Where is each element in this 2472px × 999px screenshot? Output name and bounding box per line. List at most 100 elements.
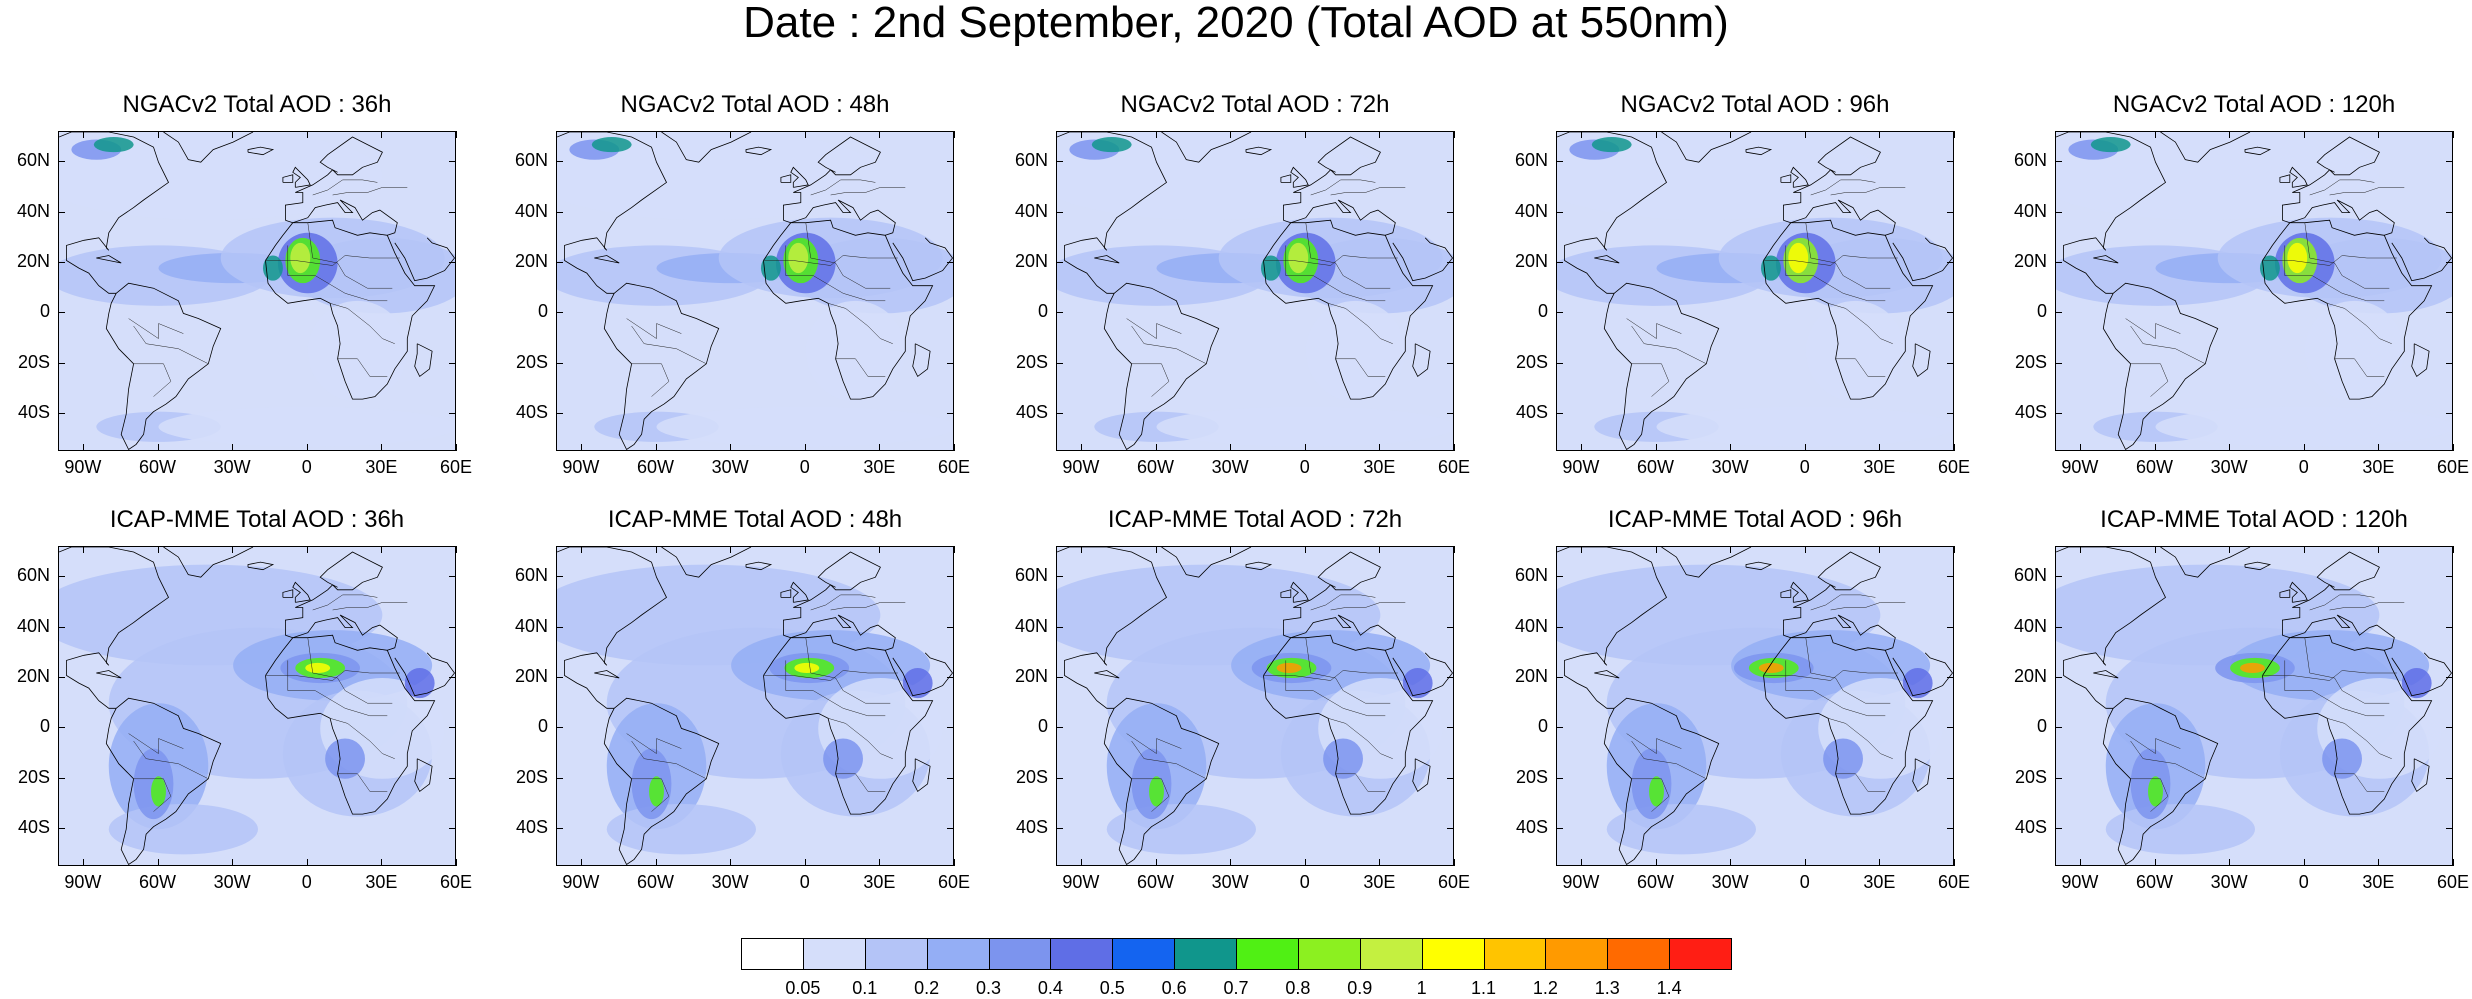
tick-mark	[449, 576, 456, 578]
tick-mark	[947, 161, 954, 163]
tick-mark	[1947, 777, 1954, 779]
coastline	[1412, 343, 1431, 378]
aod-patch	[1823, 738, 1863, 779]
longitude-label: 90W	[64, 872, 102, 892]
tick-mark	[1556, 161, 1563, 163]
longitude-label: 0	[1799, 872, 1810, 892]
tick-mark	[1804, 546, 1806, 553]
tick-mark	[1556, 727, 1563, 729]
tick-mark	[157, 444, 159, 451]
tick-mark	[1947, 677, 1954, 679]
latitude-label: 40S	[1015, 402, 1048, 423]
aod-patch	[1656, 406, 1953, 447]
border-line	[2125, 318, 2181, 340]
colorbar: 0.05 0.1 0.2 0.3 0.4 0.5 0.6 0.7 0.8 0.9 1 1.1 1.2 1.…	[741, 938, 1732, 998]
coastline	[1280, 589, 1292, 598]
tick-mark	[449, 262, 456, 264]
tick-mark	[2446, 576, 2453, 578]
border-line	[2262, 255, 2397, 266]
longitude-label: 90W	[64, 457, 102, 477]
latitude-label: 20S	[1015, 766, 1048, 787]
tick-mark	[1447, 626, 1454, 628]
tick-mark	[947, 576, 954, 578]
latitude-label: 40N	[16, 200, 50, 221]
coastline	[763, 634, 934, 815]
tick-mark	[2303, 859, 2305, 866]
tick-mark	[232, 131, 234, 138]
tick-mark	[954, 444, 955, 451]
coastline	[2411, 758, 2430, 793]
tick-mark	[1580, 131, 1582, 138]
longitude-label: 30W	[213, 872, 251, 892]
border-line	[2304, 222, 2390, 289]
colorbar-swatch	[1112, 938, 1176, 970]
border-line	[2130, 325, 2206, 365]
coastline	[1594, 670, 1620, 679]
aod-patch	[59, 132, 383, 221]
coastline	[1745, 146, 1773, 156]
latitude-label: 40N	[514, 615, 548, 636]
tick-mark	[449, 626, 456, 628]
longitude-label: 60E	[439, 872, 473, 892]
coastline	[1892, 652, 1953, 697]
coastline	[780, 589, 792, 598]
longitude-label: 0	[1799, 457, 1810, 477]
tick-mark	[1655, 444, 1657, 451]
coastline	[782, 551, 881, 636]
latitude-label: 20N	[16, 666, 50, 687]
latitude-label: 60N	[1014, 150, 1048, 171]
colorbar-swatch	[1669, 938, 1732, 970]
longitude-label: 90W	[1062, 872, 1100, 892]
tick-mark	[2055, 727, 2062, 729]
latitude-label: 20S	[1515, 351, 1548, 372]
border-line	[810, 594, 876, 611]
tick-mark	[232, 546, 234, 553]
tick-mark	[655, 546, 657, 553]
border-line	[835, 358, 886, 377]
tick-mark	[954, 131, 955, 138]
map-panel: NGACv2 Total AOD : 72h 60N 40N 20N 0 20S 40S 90…	[1015, 91, 1470, 477]
border-line	[1763, 670, 1898, 681]
tick-mark	[1056, 211, 1063, 213]
tick-mark	[2453, 444, 2454, 451]
tick-mark	[232, 859, 234, 866]
border-line	[1626, 733, 1682, 755]
tick-mark	[58, 677, 65, 679]
tick-mark	[58, 161, 65, 163]
tick-mark	[2055, 576, 2062, 578]
longitude-label: 60E	[1437, 457, 1471, 477]
border-line	[805, 222, 891, 289]
tick-mark	[82, 546, 84, 553]
tick-mark	[449, 211, 456, 213]
tick-mark	[2079, 546, 2081, 553]
longitude-label: 60E	[2436, 872, 2470, 892]
border-line	[312, 179, 378, 196]
tick-mark	[306, 859, 308, 866]
tick-mark	[1454, 546, 1455, 553]
tick-mark	[2378, 131, 2380, 138]
tick-mark	[2446, 362, 2453, 364]
coastline	[2160, 547, 2251, 578]
tick-mark	[1304, 859, 1306, 866]
coastline	[2160, 132, 2251, 163]
tick-mark	[1379, 131, 1381, 138]
tick-mark	[306, 546, 308, 553]
tick-mark	[556, 828, 563, 830]
longitude-label: 60W	[1636, 457, 1674, 477]
longitude-label: 90W	[2061, 457, 2099, 477]
tick-mark	[1954, 444, 1955, 451]
tick-mark	[879, 131, 881, 138]
tick-mark	[879, 546, 881, 553]
border-line	[631, 363, 670, 397]
tick-mark	[1556, 262, 1563, 264]
border-line	[1335, 773, 1386, 792]
tick-mark	[2055, 161, 2062, 163]
aod-patch	[262, 255, 283, 281]
coastline	[2102, 282, 2219, 450]
aod-patch	[606, 804, 756, 855]
border-line	[2309, 594, 2375, 611]
border-line	[631, 778, 670, 812]
latitude-label: 20S	[17, 351, 50, 372]
coastline	[1282, 551, 1381, 636]
longitude-label: 60E	[2436, 457, 2470, 477]
